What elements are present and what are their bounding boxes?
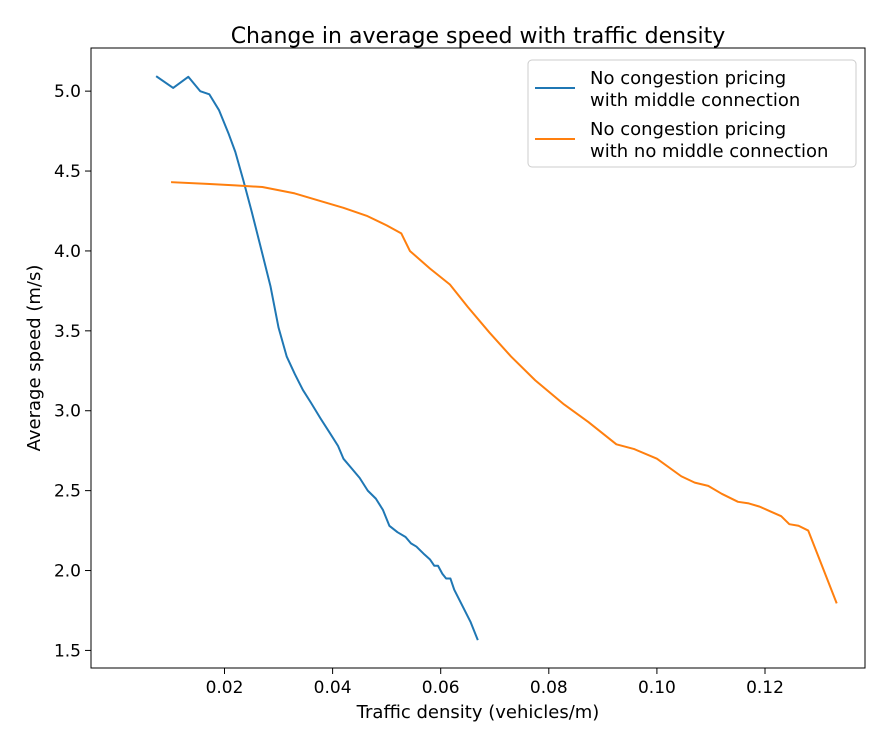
series-line-2 <box>171 181 838 604</box>
y-axis-label: Average speed (m/s) <box>24 265 45 452</box>
x-axis-label: Traffic density (vehicles/m) <box>356 702 600 723</box>
legend-label-line: No congestion pricing <box>590 119 786 140</box>
legend: No congestion pricing with middle connect… <box>527 59 857 168</box>
x-axis: 0.02 0.04 0.06 0.08 0.10 0.12 <box>206 668 784 698</box>
legend-label-line: with middle connection <box>590 90 800 111</box>
y-tick-label: 2.5 <box>54 482 81 502</box>
y-tick-label: 4.0 <box>54 242 81 262</box>
plot-area <box>90 47 866 669</box>
x-tick-label: 0.02 <box>206 678 244 698</box>
series-layer <box>155 75 838 641</box>
legend-label-1: No congestion pricing with middle connect… <box>590 68 800 111</box>
series-line-1 <box>155 75 479 641</box>
x-tick-label: 0.10 <box>638 678 676 698</box>
x-tick-label: 0.06 <box>422 678 460 698</box>
x-tick-label: 0.12 <box>746 678 784 698</box>
y-tick-label: 3.5 <box>54 322 81 342</box>
y-tick-label: 1.5 <box>54 641 81 661</box>
chart-title: Change in average speed with traffic den… <box>231 24 726 49</box>
y-axis: 1.5 2.0 2.5 3.0 3.5 4.0 4.5 5.0 <box>54 82 91 661</box>
legend-label-2: No congestion pricing with no middle conn… <box>590 119 828 162</box>
x-tick-label: 0.08 <box>530 678 568 698</box>
legend-label-line: with no middle connection <box>590 141 828 162</box>
y-tick-label: 5.0 <box>54 82 81 102</box>
y-tick-label: 3.0 <box>54 402 81 422</box>
x-tick-label: 0.04 <box>314 678 352 698</box>
plot-frame <box>90 47 866 669</box>
y-tick-label: 4.5 <box>54 162 81 182</box>
y-tick-label: 2.0 <box>54 562 81 582</box>
legend-label-line: No congestion pricing <box>590 68 786 89</box>
legend-box <box>527 59 857 168</box>
